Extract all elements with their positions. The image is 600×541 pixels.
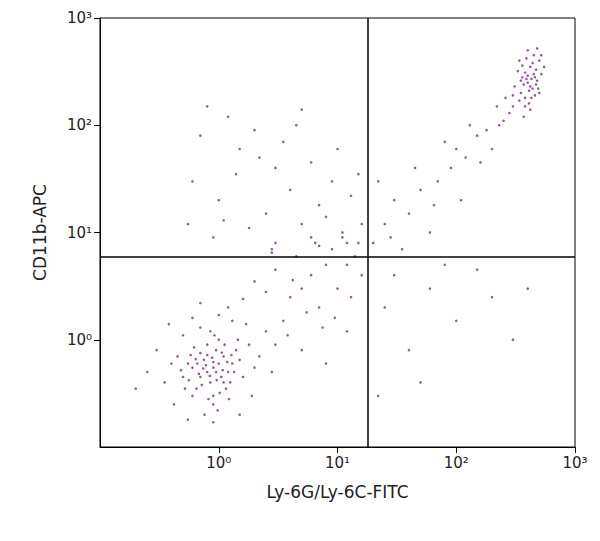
svg-text:10³: 10³ — [67, 9, 92, 27]
svg-text:10¹: 10¹ — [67, 224, 92, 242]
svg-text:10²: 10² — [67, 116, 92, 134]
svg-text:Ly-6G/Ly-6C-FITC: Ly-6G/Ly-6C-FITC — [266, 482, 408, 502]
svg-text:10³: 10³ — [562, 454, 587, 472]
svg-text:10²: 10² — [444, 454, 469, 472]
svg-text:10⁰: 10⁰ — [206, 454, 231, 472]
svg-text:10¹: 10¹ — [325, 454, 350, 472]
svg-text:CD11b-APC: CD11b-APC — [30, 184, 50, 281]
svg-text:10⁰: 10⁰ — [67, 331, 92, 349]
